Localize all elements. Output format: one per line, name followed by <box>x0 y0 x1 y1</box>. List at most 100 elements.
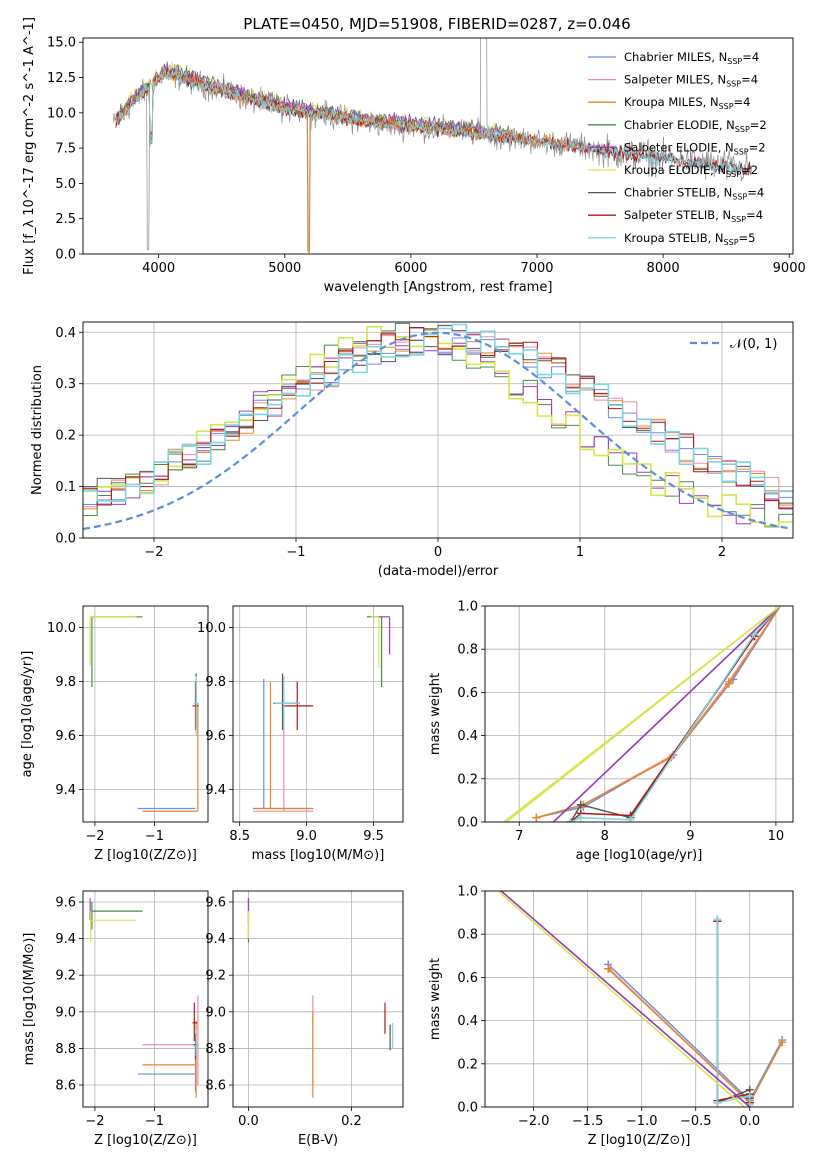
residual-histogram-step <box>83 323 793 503</box>
x-tick-label: −2 <box>144 545 163 560</box>
axes: −2 −1 8.6 8.8 9.0 9.2 9.4 9.6 Z [log10(Z/Z⊙)] mas… <box>22 890 209 1148</box>
axes: 7 8 9 10 0.0 0.2 0.4 0.6 0.8 1.0 age [log10(age/yr… <box>428 600 794 863</box>
y-tick-label: 8.8 <box>55 1042 76 1057</box>
x-tick-label: 8 <box>601 829 609 844</box>
y-tick-label: 0.2 <box>457 772 478 787</box>
x-tick-label: −2 <box>85 829 104 844</box>
axes: 0.0 0.2 8.6 8.8 9.0 9.2 9.4 9.6 E(B-V) <box>205 890 404 1148</box>
y-tick-label: 0.8 <box>457 643 478 658</box>
x-tick-label: −0.5 <box>680 1114 712 1129</box>
mass-weight-marker <box>724 679 733 688</box>
x-tick-label: −2.0 <box>518 1114 550 1129</box>
mass-weight-marker <box>532 813 541 822</box>
x-axis-label: age [log10(age/yr)] <box>576 848 703 863</box>
plot-area <box>253 616 391 812</box>
axes-frame <box>232 605 404 823</box>
y-tick-label: 9.4 <box>205 783 226 798</box>
y-tick-label: 0.4 <box>55 326 76 341</box>
axes-frame <box>82 890 209 1108</box>
x-tick-label: 8.5 <box>229 829 250 844</box>
y-axis-label: mass [log10(M/M⊙)] <box>22 933 37 1066</box>
y-tick-label: 9.2 <box>205 969 226 984</box>
y-tick-label: 9.4 <box>55 932 76 947</box>
mass-weight-marker <box>713 1098 722 1107</box>
x-tick-label: −1 <box>286 545 305 560</box>
y-tick-label: 2.5 <box>55 212 76 227</box>
y-tick-label: 9.8 <box>55 675 76 690</box>
x-tick-label: 5000 <box>268 261 301 276</box>
x-tick-label: 0.0 <box>739 1114 760 1129</box>
y-tick-label: 8.6 <box>205 1079 226 1094</box>
model-spectrum <box>115 61 512 140</box>
plot-area <box>89 616 199 812</box>
y-tick-label: 8.8 <box>205 1042 226 1057</box>
legend-label: Chabrier MILES, NSSP=4 <box>624 50 759 66</box>
y-tick-label: 9.0 <box>205 1005 226 1020</box>
panel-age-vs-mass: 8.5 9.0 9.5 9.4 9.6 9.8 10.0 mass [log10(M/M⊙)] <box>197 605 404 863</box>
y-tick-label: 10.0 <box>47 621 76 636</box>
plot-area <box>112 38 752 254</box>
x-tick-label: 1 <box>576 545 584 560</box>
residual-histogram-step <box>83 327 793 509</box>
panel-mass-vs-Z: −2 −1 8.6 8.8 9.0 9.2 9.4 9.6 Z [log10(Z/Z⊙)] mas… <box>22 890 209 1148</box>
gridlines <box>233 606 403 822</box>
y-tick-label: 0.0 <box>457 1101 478 1116</box>
y-axis-label: Normed distribution <box>30 365 45 495</box>
x-axis-label: wavelength [Angstrom, rest frame] <box>324 280 553 295</box>
axes: −2.0 −1.5 −1.0 −0.5 0.0 0.0 0.2 0.4 0.6 0.8 1.0 Z [… <box>428 885 794 1148</box>
y-axis-label: mass weight <box>428 673 443 755</box>
plot-area <box>83 322 793 531</box>
x-tick-label: −2 <box>85 1114 104 1129</box>
x-tick-label: 6000 <box>394 261 427 276</box>
x-tick-label: −1.0 <box>626 1114 658 1129</box>
x-tick-label: 4000 <box>142 261 175 276</box>
y-tick-label: 12.5 <box>47 71 76 86</box>
mass-weight-age-line <box>552 606 781 822</box>
y-axis-label: age [log10(age/yr)] <box>20 651 35 778</box>
y-tick-label: 9.6 <box>55 895 76 910</box>
y-tick-label: 0.0 <box>55 532 76 547</box>
x-tick-label: −1 <box>145 829 164 844</box>
y-tick-label: 9.8 <box>205 675 226 690</box>
legend-residuals: 𝒩(0, 1) <box>690 337 777 352</box>
axes-frame <box>82 37 794 255</box>
y-tick-label: 1.0 <box>457 600 478 615</box>
mass-weight-Z-line <box>716 919 751 1105</box>
x-axis-label: Z [log10(Z/Z⊙)] <box>94 1133 197 1148</box>
x-tick-label: 9000 <box>773 261 806 276</box>
y-axis-label: mass weight <box>428 958 443 1040</box>
axes-frame <box>82 605 209 823</box>
model-spectrum <box>115 69 752 175</box>
panel-mass-weight-vs-age: 7 8 9 10 0.0 0.2 0.4 0.6 0.8 1.0 age [log10(age/yr… <box>428 600 794 863</box>
axes: −2 −1 0 1 2 0.0 0.1 0.2 0.3 0.4 (data-model)/error… <box>30 321 794 579</box>
legend-spectrum: Chabrier MILES, NSSP=4 Salpeter MILES, NS… <box>588 50 767 247</box>
y-tick-label: 9.4 <box>55 783 76 798</box>
axes-frame <box>484 605 794 823</box>
axes-frame <box>82 321 794 539</box>
legend-label: Salpeter ELODIE, NSSP=2 <box>624 140 766 156</box>
residual-histogram-step <box>83 333 793 525</box>
panel-age-vs-Z: −2 −1 9.4 9.6 9.8 10.0 Z [log10(Z/Z⊙)] age [log… <box>20 605 209 863</box>
y-tick-label: 9.4 <box>205 932 226 947</box>
panel-spectrum: 4000 5000 6000 7000 8000 9000 0.0 2.5 5.0 7.5 10.0… <box>22 17 806 295</box>
axes-frame <box>232 890 404 1108</box>
y-tick-label: 1.0 <box>457 885 478 900</box>
panel-mass-weight-vs-Z: −2.0 −1.5 −1.0 −0.5 0.0 0.0 0.2 0.4 0.6 0.8 1.0 Z [… <box>428 885 794 1148</box>
mass-weight-marker <box>576 800 585 809</box>
gridlines <box>83 891 208 1107</box>
axes: 8.5 9.0 9.5 9.4 9.6 9.8 10.0 mass [log10(M/M⊙)] <box>197 605 404 863</box>
x-tick-label: 2 <box>718 545 726 560</box>
mass-weight-marker <box>745 1092 754 1101</box>
normal-distribution-curve <box>83 331 791 531</box>
x-axis-label: (data-model)/error <box>378 564 499 579</box>
plot-area <box>497 891 787 1107</box>
y-tick-label: 0.4 <box>457 729 478 744</box>
gridlines <box>83 606 208 822</box>
plot-area <box>503 606 781 822</box>
mass-weight-marker <box>713 915 722 924</box>
mass-weight-Z-line <box>497 891 745 1107</box>
x-axis-label: E(B-V) <box>298 1133 338 1148</box>
figure-title: PLATE=0450, MJD=51908, FIBERID=0287, z=0… <box>243 15 630 33</box>
y-tick-label: 0.0 <box>55 248 76 263</box>
